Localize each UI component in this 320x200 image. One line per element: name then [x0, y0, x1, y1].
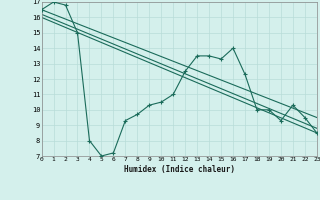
X-axis label: Humidex (Indice chaleur): Humidex (Indice chaleur)	[124, 165, 235, 174]
